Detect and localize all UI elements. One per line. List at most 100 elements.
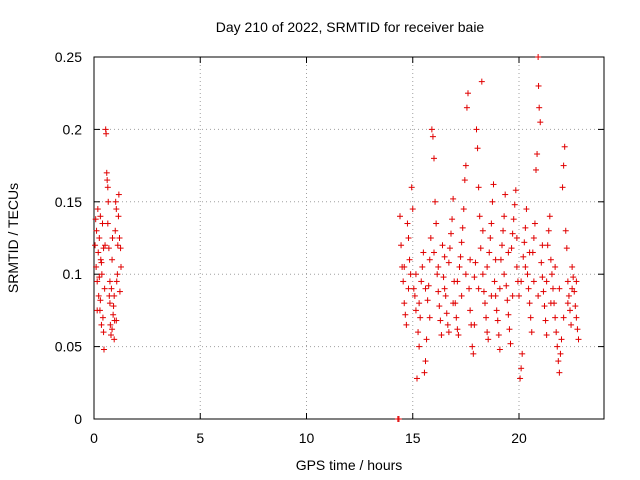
- data-point: [522, 224, 529, 231]
- data-point: [104, 220, 111, 227]
- data-point: [99, 314, 106, 321]
- data-point: [97, 213, 104, 220]
- data-point: [404, 220, 411, 227]
- y-tick-label: 0.1: [63, 266, 83, 282]
- data-point: [570, 274, 577, 281]
- data-point: [398, 242, 405, 249]
- data-point: [397, 213, 403, 220]
- data-point: [491, 278, 498, 285]
- data-point: [568, 321, 575, 328]
- data-point: [547, 300, 554, 307]
- data-point: [554, 343, 561, 350]
- data-point: [488, 292, 495, 299]
- data-point: [512, 187, 519, 194]
- data-point: [435, 288, 442, 295]
- data-point: [526, 249, 533, 256]
- data-point: [113, 206, 120, 213]
- data-point: [98, 321, 105, 328]
- data-point: [432, 198, 439, 205]
- data-point: [486, 249, 493, 256]
- data-point: [471, 321, 478, 328]
- data-point: [518, 278, 525, 285]
- data-point: [552, 314, 559, 321]
- data-point: [463, 104, 470, 111]
- data-point: [97, 297, 104, 304]
- data-point: [401, 300, 408, 307]
- data-point: [95, 249, 102, 256]
- tick-labels: 0 5 10 15 20 0 0.05 0.1 0.15 0.2 0.25: [55, 49, 527, 446]
- data-point: [114, 271, 121, 278]
- data-point: [482, 300, 488, 307]
- data-point: [555, 358, 562, 365]
- y-tick-label: 0.15: [55, 194, 82, 210]
- data-point: [516, 292, 522, 299]
- data-point: [450, 195, 457, 202]
- data-point: [94, 206, 101, 213]
- data-point: [444, 321, 451, 328]
- data-point: [117, 263, 124, 270]
- data-point: [492, 256, 499, 263]
- data-point: [471, 274, 478, 281]
- data-point: [467, 307, 474, 314]
- data-point: [400, 278, 407, 285]
- data-point: [539, 274, 546, 281]
- data-point: [109, 326, 116, 333]
- data-point: [416, 343, 423, 350]
- data-point: [448, 230, 454, 237]
- data-point: [108, 285, 115, 292]
- data-point: [493, 307, 500, 314]
- data-point: [543, 332, 550, 339]
- data-point: [426, 256, 433, 263]
- data-point: [414, 375, 420, 382]
- data-point: [446, 245, 453, 252]
- data-point: [531, 220, 538, 227]
- data-point: [456, 263, 463, 270]
- y-tick-label: 0: [74, 411, 82, 427]
- data-point: [548, 271, 555, 278]
- data-point: [572, 303, 579, 310]
- data-point: [111, 292, 118, 299]
- data-point: [499, 242, 505, 249]
- data-point: [422, 358, 429, 365]
- data-point: [99, 220, 106, 227]
- data-point: [563, 245, 570, 252]
- data-point: [564, 300, 571, 307]
- data-point: [459, 224, 466, 231]
- axis-ticks: [93, 56, 604, 420]
- data-point: [410, 285, 417, 292]
- data-point: [513, 235, 520, 241]
- data-point: [408, 184, 415, 191]
- data-point: [105, 245, 112, 252]
- data-point: [560, 162, 567, 169]
- data-point: [395, 416, 402, 422]
- data-point: [527, 314, 534, 321]
- data-point: [547, 256, 554, 263]
- data-point: [107, 321, 114, 328]
- data-point: [479, 227, 486, 234]
- data-point: [511, 201, 518, 208]
- data-point: [560, 314, 567, 321]
- data-point: [116, 288, 123, 295]
- data-point: [108, 332, 114, 339]
- data-point: [429, 133, 436, 140]
- data-point: [500, 227, 507, 234]
- data-point: [501, 213, 508, 220]
- data-point: [503, 282, 510, 289]
- data-point: [437, 317, 444, 324]
- data-point: [545, 227, 552, 234]
- data-point: [114, 242, 121, 249]
- data-point: [542, 317, 549, 324]
- data-point: [478, 78, 485, 85]
- data-point: [100, 329, 107, 336]
- data-point: [510, 216, 517, 223]
- data-point: [115, 213, 122, 220]
- data-point: [475, 285, 482, 292]
- data-point: [94, 278, 101, 285]
- data-point: [93, 227, 100, 234]
- data-point: [556, 285, 563, 292]
- data-point: [98, 259, 105, 266]
- data-point: [575, 336, 582, 343]
- data-point: [458, 239, 465, 246]
- data-point: [487, 235, 494, 241]
- data-point: [111, 336, 118, 343]
